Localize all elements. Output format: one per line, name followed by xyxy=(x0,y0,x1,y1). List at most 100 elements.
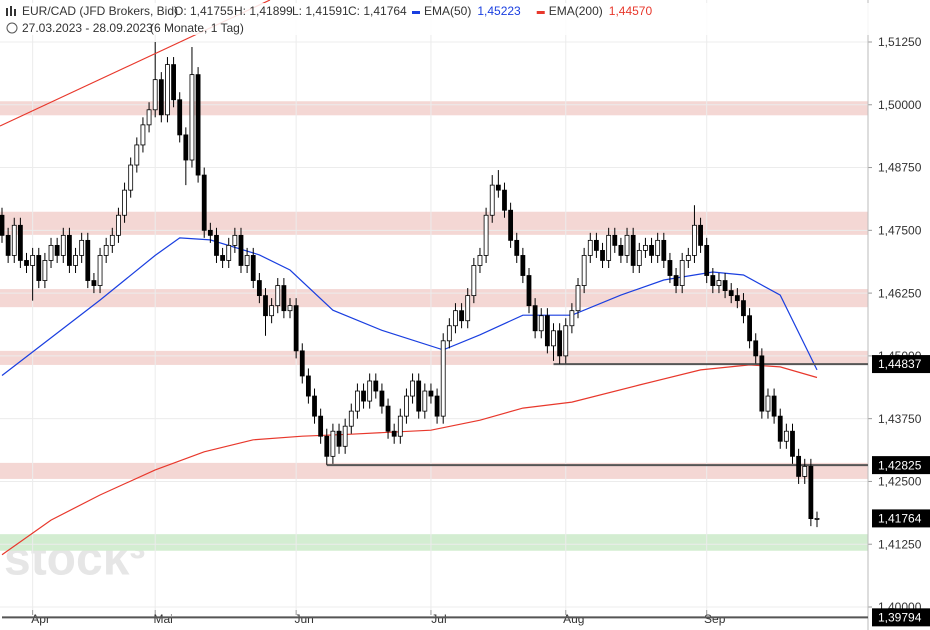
candle-body xyxy=(802,465,808,477)
candle-body xyxy=(618,244,624,256)
y-tick-label: 1,41250 xyxy=(878,537,922,551)
candle-body xyxy=(30,255,36,266)
candle-body xyxy=(544,315,550,347)
level-box xyxy=(872,608,930,627)
x-tick-label: Sep xyxy=(704,612,726,626)
candle-body xyxy=(373,380,379,392)
period: (6 Monate, 1 Tag) xyxy=(150,21,244,35)
level-box xyxy=(872,456,930,475)
candle-body xyxy=(269,305,275,317)
symbol: EUR/CAD (JFD Brokers, Bid) xyxy=(22,4,178,18)
candle-body xyxy=(428,390,434,397)
candle-body xyxy=(48,244,54,261)
candle-body xyxy=(655,239,661,256)
candle-body xyxy=(256,280,262,297)
zone xyxy=(0,101,868,116)
chart-icon xyxy=(6,6,16,16)
candle-body xyxy=(220,255,226,261)
candle-body xyxy=(698,224,703,246)
ohlc-open: O: 1,41755 xyxy=(174,4,234,18)
candle-body xyxy=(630,234,636,266)
candle-body xyxy=(391,430,397,437)
header-bg xyxy=(0,3,930,35)
candle-body xyxy=(569,310,575,327)
candle-body xyxy=(440,340,446,417)
candle-body xyxy=(777,415,783,442)
candle-body xyxy=(305,375,311,397)
candle-body xyxy=(704,244,710,276)
level-box xyxy=(872,355,930,374)
candle-body xyxy=(116,214,121,236)
y-tick-label: 1,46250 xyxy=(878,286,922,300)
candle-body xyxy=(5,234,11,256)
candle-body xyxy=(183,134,189,161)
candle-body xyxy=(563,325,569,357)
candle-body xyxy=(85,239,91,281)
candle-body xyxy=(36,255,42,281)
level-label: 1,44837 xyxy=(878,357,922,371)
legend-value: 1,45223 xyxy=(477,4,521,18)
header: EUR/CAD (JFD Brokers, Bid) O: 1,41755 H:… xyxy=(0,3,930,35)
date-range: 27.03.2023 - 28.09.2023 xyxy=(22,21,153,35)
candle-body xyxy=(11,224,17,256)
candle-body xyxy=(177,99,183,136)
candle-body xyxy=(293,305,299,352)
candle-body xyxy=(152,79,158,111)
candle-body xyxy=(214,234,219,256)
x-tick-label: Jul xyxy=(431,612,446,626)
candle-body xyxy=(404,395,409,417)
candle-body xyxy=(636,250,642,266)
zone xyxy=(0,289,868,308)
candle-body xyxy=(97,255,103,286)
candle-body xyxy=(416,380,422,412)
candle-body xyxy=(103,244,109,256)
candle-body xyxy=(649,244,654,256)
candle-body xyxy=(667,260,673,276)
candle-body xyxy=(679,260,685,286)
candle-body xyxy=(532,305,538,332)
candle-body xyxy=(287,305,293,312)
candle-body xyxy=(73,255,78,266)
clock-icon xyxy=(6,22,18,34)
ema-line xyxy=(1,364,818,556)
zone xyxy=(0,211,868,235)
candle-body xyxy=(134,144,140,166)
candle-body xyxy=(158,79,164,116)
candle-body xyxy=(410,380,415,397)
candle-body xyxy=(600,250,605,261)
candle-body xyxy=(195,74,201,176)
y-tick-label: 1,50000 xyxy=(878,98,922,112)
level-label: 1,41764 xyxy=(878,512,922,526)
candle-body xyxy=(722,280,728,291)
level-box xyxy=(872,509,930,528)
candle-body xyxy=(771,395,777,417)
candle-body xyxy=(471,265,477,297)
zone xyxy=(0,534,868,551)
candle-body xyxy=(146,109,152,126)
candle-body xyxy=(734,295,740,302)
candle-body xyxy=(348,410,354,427)
candle-body xyxy=(122,189,127,216)
candle-body xyxy=(796,455,802,477)
candle-body xyxy=(581,255,587,286)
candle-body xyxy=(790,430,795,457)
candle-body xyxy=(281,285,287,312)
candle-body xyxy=(67,234,72,266)
candle-body xyxy=(459,310,464,322)
x-tick-label: Mai xyxy=(154,612,173,626)
candle-body xyxy=(263,295,268,317)
level-label: 1,42825 xyxy=(878,458,922,472)
candle-body xyxy=(759,355,765,412)
x-tick-label: Aug xyxy=(563,612,584,626)
candle-body xyxy=(17,224,23,261)
candle-body xyxy=(716,280,722,286)
candle-body xyxy=(330,430,336,457)
candle-body xyxy=(747,315,752,342)
y-tick-label: 1,43750 xyxy=(878,412,922,426)
candle-body xyxy=(385,405,391,432)
candle-body xyxy=(661,239,667,261)
y-tick-label: 1,48750 xyxy=(878,161,922,175)
candle-body xyxy=(171,64,176,101)
candle-body xyxy=(673,275,679,286)
